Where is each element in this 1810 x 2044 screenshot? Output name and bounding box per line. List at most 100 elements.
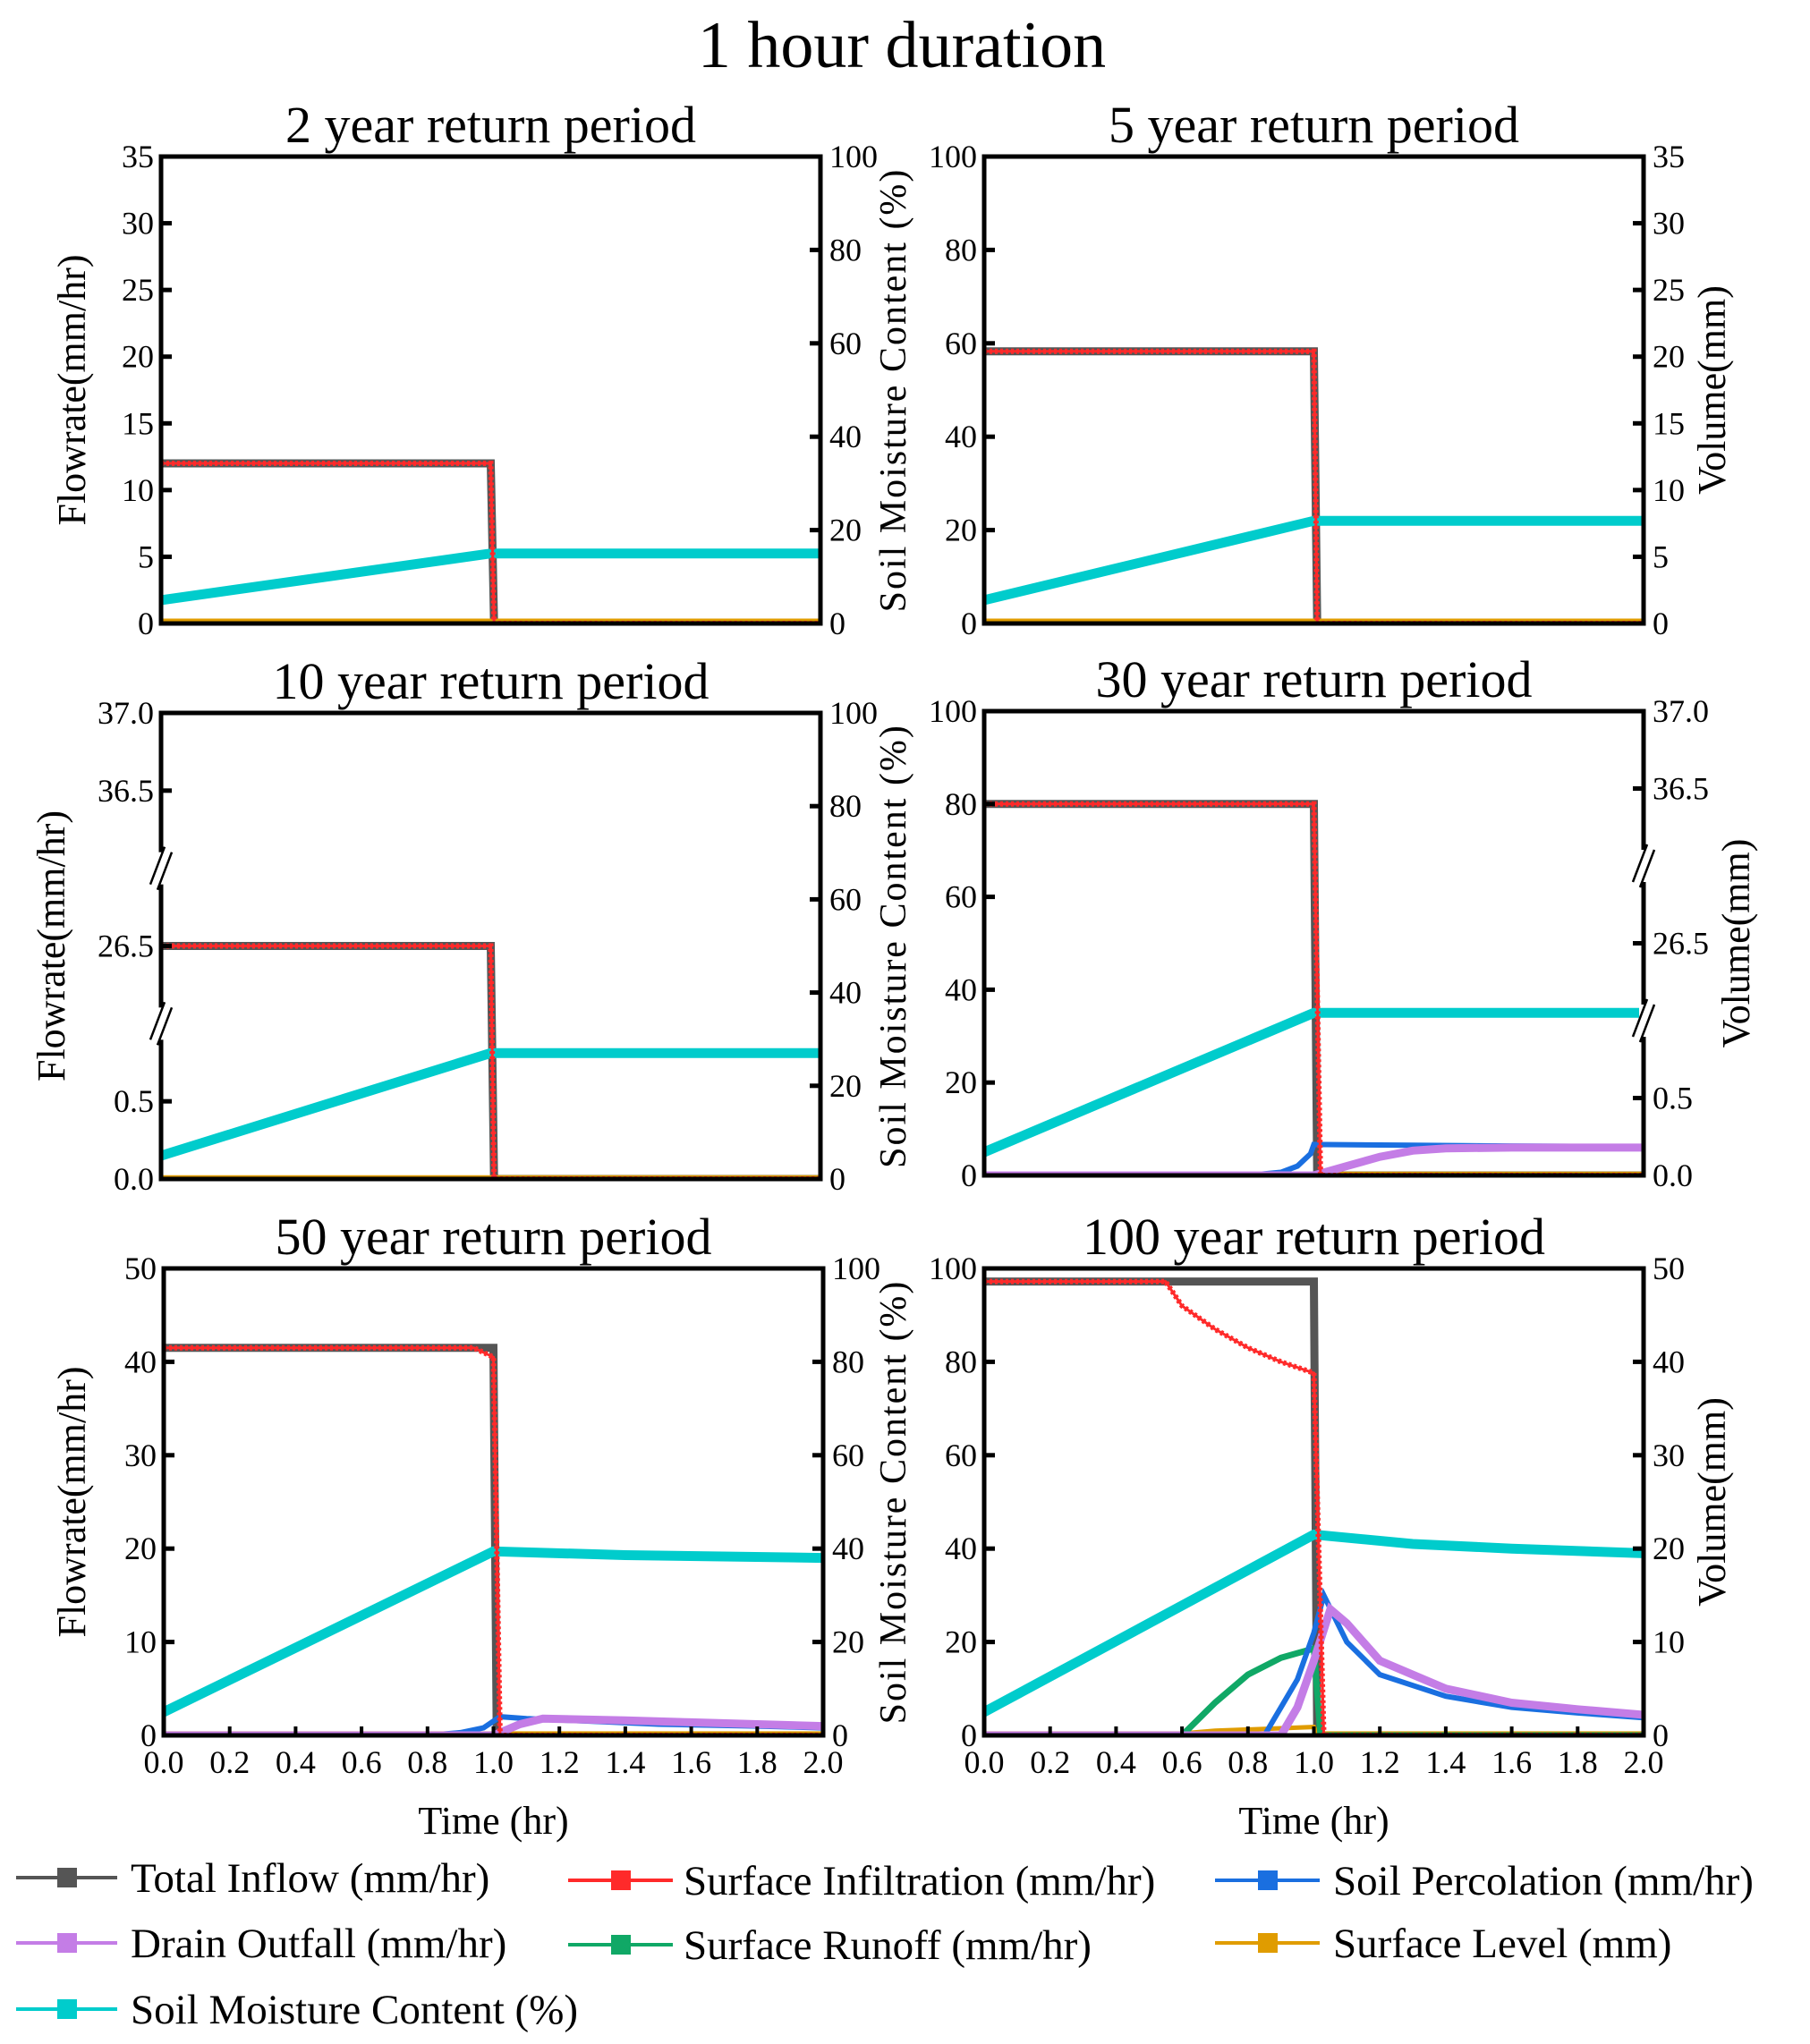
y-tick-label: 100 <box>929 139 977 174</box>
x-tick-label: 1.4 <box>605 1744 645 1780</box>
axis-break-gap <box>1639 1005 1648 1037</box>
series-soil-moisture-content <box>984 1007 1644 1158</box>
y-tick-label: 40 <box>945 419 977 454</box>
y-tick-label: 0 <box>832 1717 848 1753</box>
y-tick-label: 20 <box>124 1531 157 1566</box>
panel-2-year-return-period: 2 year return period 0 5 10 15 20 25 30 35 Flowra… <box>50 96 914 641</box>
x-tick-label: 2.0 <box>1624 1744 1664 1780</box>
legend-label: Surface Level (mm) <box>1333 1921 1671 1967</box>
legend-label: Surface Infiltration (mm/hr) <box>684 1858 1155 1904</box>
series-surface-runoff <box>984 1644 1644 1735</box>
y-tick-label: 35 <box>1653 139 1685 174</box>
panel-50-year-return-period: 50 year return period 0 10 20 30 40 50 Flowrate… <box>50 1208 914 1843</box>
legend-label: Surface Runoff (mm/hr) <box>684 1922 1092 1969</box>
series-surface-infiltration <box>984 350 1644 623</box>
axis-break-mark <box>156 1006 174 1046</box>
legend-item-surface-level: Surface Level (mm) <box>1215 1921 1671 1967</box>
y-tick-label: 80 <box>945 1344 977 1379</box>
panel-title: 30 year return period <box>1096 650 1533 708</box>
y-tick-label: 30 <box>122 206 154 242</box>
legend-item-surface-runoff: Surface Runoff (mm/hr) <box>568 1922 1092 1969</box>
panel-100-year-return-period: 100 year return period 0 10 20 30 40 50 Volume(… <box>929 1208 1734 1843</box>
legend-marker <box>57 1999 77 2019</box>
y-tick-label: 25 <box>1653 272 1685 308</box>
y-tick-label: 0 <box>961 606 977 641</box>
y-tick-label: 20 <box>945 1624 977 1660</box>
y-tick-label: 50 <box>1653 1251 1685 1286</box>
y-tick-label: 20 <box>829 513 862 548</box>
y-tick-label: 40 <box>945 971 977 1007</box>
y-tick-label: 100 <box>829 695 878 731</box>
y-tick-label: 0.5 <box>114 1083 154 1119</box>
panel-title: 2 year return period <box>285 96 696 154</box>
y-tick-label: 37.0 <box>1653 693 1709 729</box>
series-group <box>164 1344 823 1735</box>
series-markers-surface-infiltration <box>984 1278 1644 1735</box>
panel-title: 50 year return period <box>276 1208 712 1266</box>
y-tick-label: 80 <box>829 232 862 267</box>
series-group <box>161 459 820 623</box>
plot-frame <box>158 154 823 626</box>
x-tick-label: 1.8 <box>1558 1744 1598 1780</box>
y-tick-label: 40 <box>945 1531 977 1566</box>
y-tick-label: 10 <box>124 1624 157 1660</box>
y-tick-label: 26.5 <box>98 929 154 964</box>
y-axis-label: Soil Moisture Content (%) <box>873 168 914 613</box>
legend-item-drain-outfall: Drain Outfall (mm/hr) <box>16 1921 506 1967</box>
y-tick-label: 30 <box>1653 1438 1685 1473</box>
y-tick-label: 60 <box>829 881 862 917</box>
x-tick-label: 0.4 <box>1096 1744 1136 1780</box>
y-tick-label: 0.0 <box>114 1161 154 1197</box>
x-axis-label: Time (hr) <box>418 1799 568 1843</box>
y-tick-label: 0 <box>1653 1717 1669 1753</box>
legend-marker <box>1258 1933 1278 1953</box>
y-tick-label: 40 <box>124 1344 157 1379</box>
y-tick-label: 100 <box>929 693 977 729</box>
series-soil-moisture-content <box>164 1546 823 1717</box>
figure-title: 1 hour duration <box>698 9 1106 82</box>
y-tick-label: 50 <box>124 1251 157 1286</box>
y-axis-label: Flowrate(mm/hr) <box>30 810 73 1081</box>
y-tick-label: 36.5 <box>98 773 154 809</box>
series-markers-surface-infiltration <box>984 801 1644 1175</box>
y-tick-label: 100 <box>829 139 878 174</box>
axis-break-mark <box>1631 998 1649 1038</box>
x-tick-label: 0.0 <box>144 1744 184 1780</box>
x-tick-label: 1.6 <box>1491 1744 1532 1780</box>
y-tick-label: 0 <box>829 1161 846 1197</box>
y-tick-label: 0.0 <box>1653 1158 1693 1193</box>
y-tick-label: 40 <box>829 975 862 1011</box>
legend-label: Total Inflow (mm/hr) <box>131 1855 489 1902</box>
panels: 2 year return period 0 5 10 15 20 25 30 35 Flowra… <box>30 96 1758 1843</box>
y-tick-label: 80 <box>829 788 862 824</box>
series-markers-surface-infiltration <box>161 461 820 623</box>
legend-marker <box>611 1935 631 1955</box>
legend-marker <box>611 1870 631 1890</box>
y-tick-label: 60 <box>945 1438 977 1473</box>
y-axis-label: Flowrate(mm/hr) <box>50 1366 94 1637</box>
legend: Total Inflow (mm/hr) Surface Infiltratio… <box>16 1855 1754 2033</box>
axis-break-mark <box>149 846 166 886</box>
series-soil-moisture-content <box>984 515 1644 606</box>
legend-marker <box>57 1933 77 1953</box>
legend-item-soil-percolation: Soil Percolation (mm/hr) <box>1215 1858 1754 1904</box>
y-tick-label: 30 <box>1653 206 1685 242</box>
axis-break-mark <box>1638 849 1656 888</box>
x-tick-label: 0.8 <box>407 1744 447 1780</box>
series-drain-outfall <box>164 1714 823 1735</box>
x-tick-label: 1.4 <box>1425 1744 1466 1780</box>
y-tick-label: 0 <box>961 1717 977 1753</box>
y-tick-label: 10 <box>1653 1624 1685 1660</box>
y-tick-label: 20 <box>945 513 977 548</box>
y-tick-label: 5 <box>138 539 154 574</box>
y-tick-label: 20 <box>832 1624 864 1660</box>
x-tick-label: 0.8 <box>1228 1744 1268 1780</box>
y-tick-label: 100 <box>832 1251 880 1286</box>
axis-break-mark <box>156 852 174 891</box>
series-group <box>984 800 1644 1175</box>
y-tick-label: 100 <box>929 1251 977 1286</box>
plot-frame <box>981 154 1646 626</box>
y-tick-label: 20 <box>122 339 154 375</box>
legend-item-surface-infiltration: Surface Infiltration (mm/hr) <box>568 1858 1155 1904</box>
y-tick-label: 40 <box>829 419 862 454</box>
